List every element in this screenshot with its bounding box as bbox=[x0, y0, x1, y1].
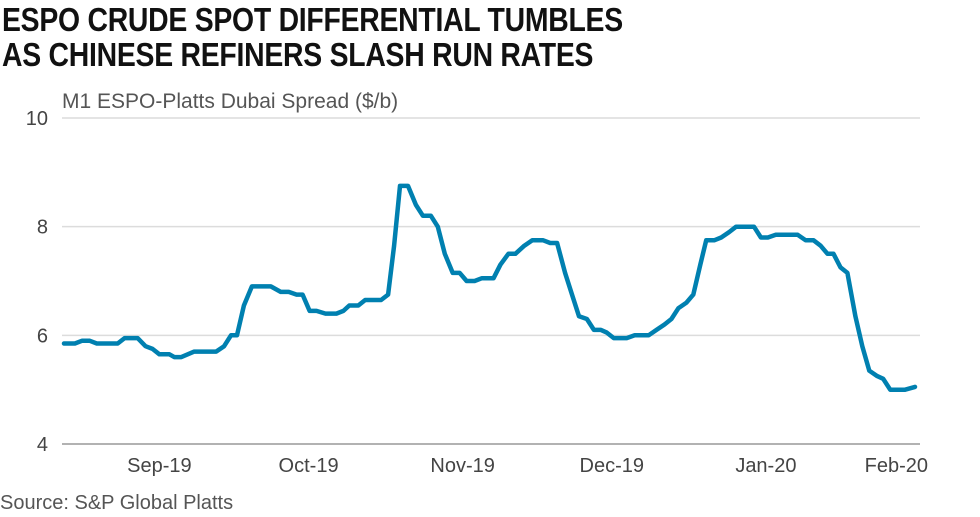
series-line bbox=[61, 183, 918, 392]
x-tick-label: Feb-20 bbox=[865, 455, 928, 477]
chart-title-line-1: ESPO CRUDE SPOT DIFFERENTIAL TUMBLES bbox=[2, 1, 623, 38]
y-tick-label: 8 bbox=[37, 217, 48, 239]
x-axis-ticks: Sep-19 Oct-19 Nov-19 Dec-19 Jan-20 Feb-20 bbox=[127, 455, 928, 477]
chart-title-line-2: AS CHINESE REFINERS SLASH RUN RATES bbox=[2, 36, 594, 73]
source-note: Source: S&P Global Platts bbox=[0, 492, 233, 514]
chart-title: ESPO CRUDE SPOT DIFFERENTIAL TUMBLES AS … bbox=[2, 2, 623, 72]
x-tick-label: Sep-19 bbox=[127, 455, 192, 477]
y-axis-ticks: 4 6 8 10 bbox=[26, 108, 48, 456]
x-tick-label: Nov-19 bbox=[430, 455, 494, 477]
chart-subtitle: M1 ESPO-Platts Dubai Spread ($/b) bbox=[62, 90, 398, 113]
y-tick-label: 10 bbox=[26, 108, 48, 130]
gridlines bbox=[62, 117, 920, 445]
y-tick-label: 6 bbox=[37, 325, 48, 347]
x-tick-label: Jan-20 bbox=[735, 455, 796, 477]
x-tick-label: Dec-19 bbox=[580, 455, 644, 477]
x-tick-label: Oct-19 bbox=[279, 455, 339, 477]
series-group bbox=[61, 183, 918, 392]
y-tick-label: 4 bbox=[37, 434, 48, 456]
